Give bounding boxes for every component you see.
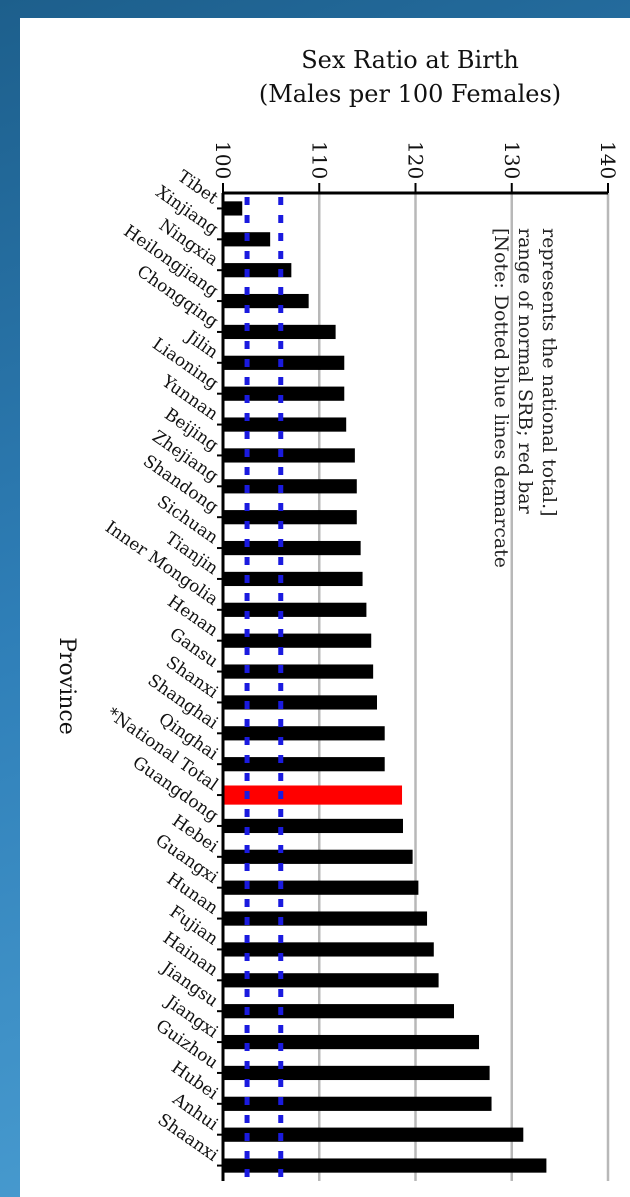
bar	[223, 201, 243, 216]
bar	[223, 664, 374, 679]
bar	[223, 818, 403, 834]
chart-panel: Sex Ratio at Birth (Males per 100 Female…	[20, 18, 630, 1197]
note-annotation: [Note: Dotted blue lines demarcate range …	[490, 228, 560, 568]
x-tick-label: 130	[500, 141, 524, 179]
bar	[223, 1096, 492, 1111]
x-tick-labels: 100 110 120 130 140	[211, 141, 620, 179]
normal-range-lines	[244, 197, 284, 1181]
bar	[223, 1127, 524, 1142]
bar	[223, 293, 309, 309]
bar	[223, 880, 419, 895]
bar	[223, 1004, 454, 1019]
x-tick-label: 100	[211, 141, 235, 179]
bar	[223, 386, 345, 401]
gridlines	[318, 193, 610, 1181]
bar	[223, 540, 361, 556]
bar	[223, 479, 357, 494]
x-tick-label: 140	[596, 141, 620, 179]
bars	[223, 201, 547, 1173]
bar	[223, 571, 363, 587]
bar	[223, 695, 377, 710]
bar	[223, 1158, 547, 1173]
bar	[223, 602, 367, 617]
bar	[223, 510, 357, 525]
category-labels: TibetXinjiangNingxiaHeilongjiangChongqin…	[101, 167, 222, 1166]
bar	[223, 757, 385, 772]
sex-ratio-chart: Sex Ratio at Birth (Males per 100 Female…	[54, 46, 620, 1181]
bar	[223, 448, 355, 463]
bar	[223, 726, 385, 741]
bar	[223, 1034, 480, 1050]
bar	[223, 1065, 490, 1081]
bar	[223, 263, 292, 278]
chart-subtitle: (Males per 100 Females)	[259, 80, 561, 108]
bar	[223, 849, 413, 864]
bar-national-total	[223, 785, 403, 805]
bar	[223, 324, 336, 340]
bar	[223, 911, 428, 926]
bar	[223, 942, 434, 957]
bar	[223, 973, 439, 988]
axes	[217, 183, 609, 1181]
x-tick-label: 110	[307, 141, 331, 179]
chart-title: Sex Ratio at Birth	[301, 46, 519, 74]
bar	[223, 417, 347, 432]
x-tick-label: 120	[404, 141, 428, 179]
bar	[223, 355, 345, 370]
bar	[223, 633, 372, 648]
y-axis-title: Province	[54, 637, 79, 735]
